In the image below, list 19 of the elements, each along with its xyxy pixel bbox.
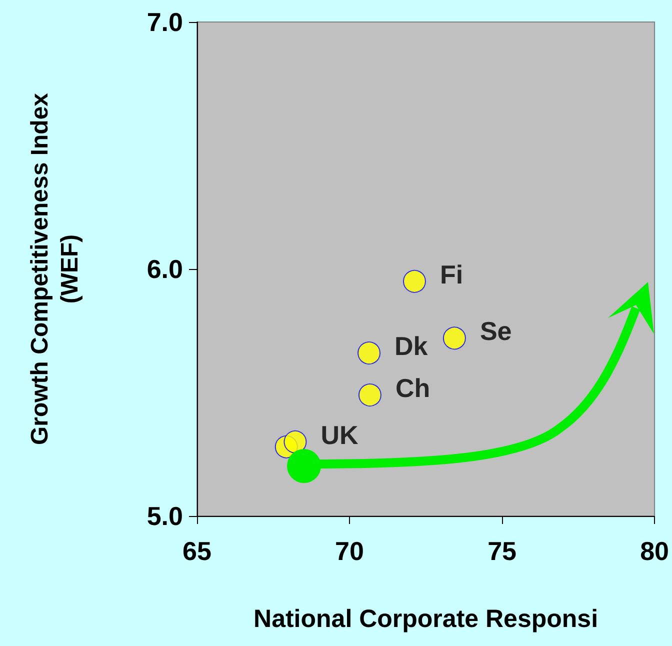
- point: [358, 341, 381, 364]
- data-label: UK: [320, 420, 358, 450]
- x-tick-label: 70: [335, 536, 364, 566]
- y-tick-label: 5.0: [146, 501, 183, 531]
- y-axis-title: Growth Competitiveness Index (WEF): [26, 92, 84, 446]
- x-tick-label: 80: [640, 536, 669, 566]
- data-label: Ch: [395, 372, 430, 403]
- y-tick-label: 6.0: [146, 254, 183, 284]
- data-label: Dk: [394, 330, 428, 361]
- point: [358, 383, 382, 406]
- data-label: Fi: [440, 259, 464, 290]
- data-label: Se: [480, 316, 512, 346]
- point: [442, 326, 466, 350]
- x-tick-label: 75: [488, 536, 516, 566]
- point: [284, 430, 307, 454]
- point: [403, 270, 426, 293]
- x-axis-title: National Corporate Responsi: [254, 605, 598, 633]
- x-tick-label: 65: [182, 536, 212, 566]
- y-tick-label: 7.0: [146, 7, 183, 37]
